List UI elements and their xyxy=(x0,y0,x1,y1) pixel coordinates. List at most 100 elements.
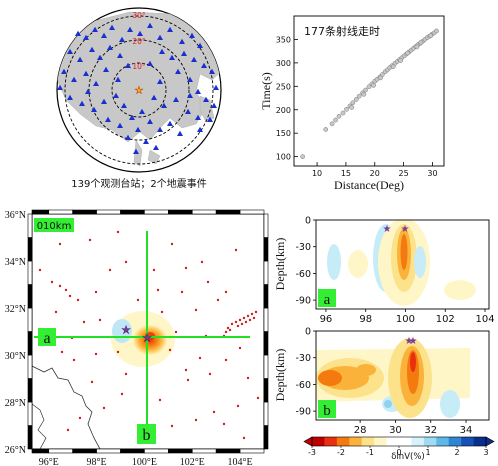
station-triangle xyxy=(67,48,73,54)
quake-dot xyxy=(246,314,250,318)
quake-dot xyxy=(238,318,242,322)
border-line-2 xyxy=(32,403,47,449)
scatter-frame xyxy=(293,15,445,167)
scatter-point xyxy=(349,105,355,110)
scatter-ylabel: Time(s) xyxy=(259,72,273,110)
scatter-point xyxy=(361,91,367,97)
quake-dot xyxy=(184,368,188,372)
station-triangle xyxy=(85,88,91,94)
x-tick-label: 28 xyxy=(354,425,367,436)
quake-dot xyxy=(224,330,228,334)
scatter-point xyxy=(336,113,342,119)
quake-dot xyxy=(242,316,246,320)
y-tick-label: -30 xyxy=(295,242,311,253)
y-tick-label: 0 xyxy=(305,327,311,338)
station-triangle xyxy=(101,98,107,104)
quake-dot xyxy=(224,358,228,362)
quake-dot xyxy=(246,376,250,380)
map-tick-labels: 36°N 34°N 32°N 30°N 28°N 26°N 96°E 98°E 100°E 102… xyxy=(5,210,253,466)
quake-dot xyxy=(94,352,98,356)
profile-label-a-box xyxy=(38,328,56,346)
quake-dot xyxy=(116,350,120,354)
colorbar-cell xyxy=(436,437,450,446)
event-star-icon: ★ xyxy=(409,336,418,347)
station-triangle xyxy=(147,22,153,28)
quake-dot xyxy=(72,358,76,362)
station-triangle xyxy=(167,120,173,126)
quake-dot xyxy=(90,380,94,384)
colorbar-cell xyxy=(399,437,412,446)
quake-dot xyxy=(174,330,178,334)
colorbar-cell xyxy=(411,437,425,446)
station-triangle xyxy=(83,70,89,76)
station-triangle xyxy=(169,54,175,60)
lat-tick-label: 32°N xyxy=(5,304,26,315)
station-triangle xyxy=(153,144,159,150)
quake-dot xyxy=(194,418,198,422)
colorbar-tick-label: -3 xyxy=(308,448,316,457)
station-triangle xyxy=(105,116,111,122)
station-triangle xyxy=(129,114,135,120)
quake-dot xyxy=(244,320,248,324)
station-triangle xyxy=(137,30,143,36)
x-tick-label: 32 xyxy=(424,425,437,436)
x-tick-label: 15 xyxy=(341,169,351,178)
station-triangle xyxy=(151,94,157,100)
quake-dot xyxy=(228,328,232,332)
colorbar-cell xyxy=(473,437,487,446)
station-triangle xyxy=(139,108,145,114)
depth-label-box xyxy=(34,218,74,232)
colorbar-cell xyxy=(448,437,462,446)
station-triangle xyxy=(191,56,197,62)
quake-dot xyxy=(124,260,128,264)
cross-section-a: ★ ★ 96 98 100 102 104 0 -30 -60 -90 a Depth(km) xyxy=(273,216,495,326)
section-a-label-box xyxy=(318,289,336,307)
station-triangles xyxy=(57,22,219,154)
station-triangle xyxy=(113,92,119,98)
quake-dot xyxy=(254,310,258,314)
scatter-point xyxy=(414,44,420,50)
x-tick-label: 102 xyxy=(436,314,455,325)
polar-station-map: 30° 20° 10° ★ 139个观测台站；2个地震事件 xyxy=(56,7,222,190)
station-triangle xyxy=(157,34,163,40)
station-triangle xyxy=(201,62,207,68)
station-triangle xyxy=(167,26,173,32)
quake-dot xyxy=(200,260,204,264)
station-triangle xyxy=(77,56,83,62)
quake-dot xyxy=(238,346,242,350)
ring-label-10: 10° xyxy=(132,62,146,71)
colorbar-cell xyxy=(336,437,350,446)
colorbar-tick-label: 2 xyxy=(454,448,459,457)
quake-dot xyxy=(194,308,198,312)
colorbar-cell xyxy=(324,437,338,446)
station-triangle xyxy=(119,36,125,42)
quake-dot xyxy=(256,396,260,400)
quake-dot xyxy=(108,268,112,272)
y-tick-label: 350 xyxy=(276,35,291,44)
quake-dot xyxy=(54,310,58,314)
station-triangle xyxy=(109,24,115,30)
quake-dot xyxy=(94,290,98,294)
station-triangle xyxy=(121,102,127,108)
event-star-icon: ★ xyxy=(121,325,131,337)
x-tick-label: 96 xyxy=(320,314,333,325)
colorbar: -3 -2 -1 0 1 2 3 δlnV(%) xyxy=(303,436,495,462)
station-triangle xyxy=(203,96,209,102)
colorbar-cell xyxy=(312,437,325,446)
x-tick-label: 30 xyxy=(389,425,402,436)
quake-dot xyxy=(78,416,82,420)
scatter-point xyxy=(323,127,329,132)
section-a-label: a xyxy=(324,292,331,308)
event-star-icon: ★ xyxy=(383,224,392,235)
quake-dot xyxy=(180,290,184,294)
station-triangle xyxy=(159,48,165,54)
station-triangle xyxy=(127,26,133,32)
lon-tick-label: 102°E xyxy=(180,457,205,466)
scatter-point xyxy=(371,83,376,88)
quake-dot xyxy=(250,312,254,316)
profile-label-b-box xyxy=(137,424,156,444)
station-triangle xyxy=(135,126,141,132)
station-triangle xyxy=(97,54,103,60)
scatter-point xyxy=(344,106,349,112)
station-triangle xyxy=(157,126,163,132)
